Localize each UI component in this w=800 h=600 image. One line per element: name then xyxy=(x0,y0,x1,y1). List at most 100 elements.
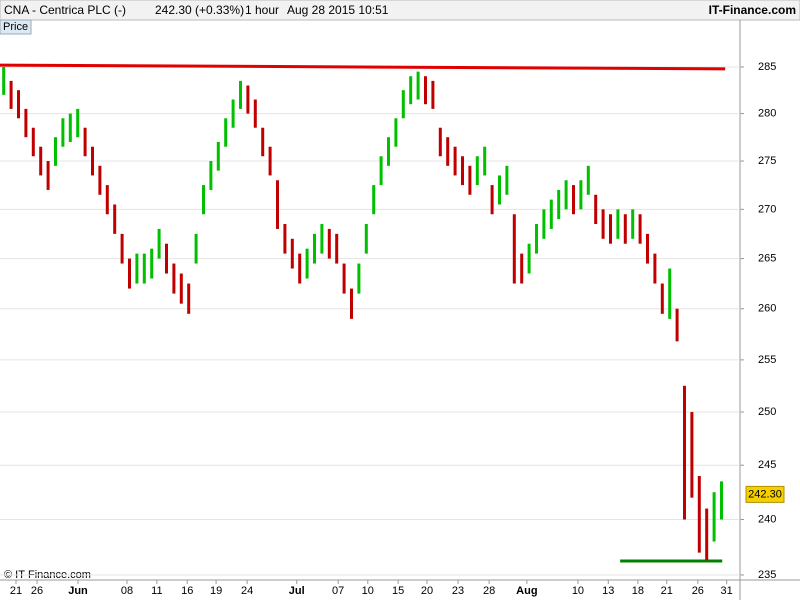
price-bar xyxy=(142,253,146,284)
price-bar xyxy=(424,76,427,105)
price-bar xyxy=(224,118,228,147)
price-bar xyxy=(179,273,183,304)
y-tick-label: 235 xyxy=(758,569,776,581)
y-tick-label: 265 xyxy=(758,252,776,264)
price-bar xyxy=(105,185,109,215)
price-bar xyxy=(416,71,420,100)
price-bar xyxy=(194,233,198,264)
x-tick-label: 28 xyxy=(483,585,495,597)
y-tick-label: 275 xyxy=(758,155,776,167)
price-bar xyxy=(483,146,487,176)
price-bar xyxy=(712,492,716,542)
x-tick-label: 20 xyxy=(421,585,433,597)
price-bar xyxy=(239,80,242,109)
y-tick-label: 260 xyxy=(758,303,776,315)
x-tick-label: 23 xyxy=(452,585,464,597)
price-bar xyxy=(512,214,516,284)
price-bar xyxy=(623,214,627,244)
price-bar xyxy=(631,209,635,239)
price-bar xyxy=(579,180,583,210)
price-bar xyxy=(535,224,538,254)
price-bar xyxy=(246,85,250,114)
price-bar xyxy=(705,508,709,561)
price-bar xyxy=(24,108,28,138)
price-bar xyxy=(327,228,331,259)
price-bar xyxy=(594,194,598,225)
price-bar xyxy=(409,76,413,105)
x-tick-label: Jul xyxy=(289,585,305,597)
price-bar xyxy=(446,137,450,166)
price-bar xyxy=(231,99,235,128)
y-tick-label: 285 xyxy=(758,61,776,73)
y-tick-label: 270 xyxy=(758,203,776,215)
last-price-label: 242.30 xyxy=(748,488,782,500)
price-bar xyxy=(313,233,316,264)
price-bar xyxy=(39,146,43,176)
price-bar xyxy=(379,156,383,186)
price-bar xyxy=(601,209,605,239)
x-tick-label: 18 xyxy=(632,585,644,597)
price-bar xyxy=(572,185,575,215)
price-bar xyxy=(120,233,124,264)
y-tick-label: 280 xyxy=(758,107,776,119)
price-bar xyxy=(357,263,361,294)
price-bar xyxy=(638,214,642,244)
x-tick-label: 19 xyxy=(210,585,222,597)
price-bar xyxy=(690,412,694,498)
x-tick-label: 21 xyxy=(661,585,673,597)
price-bar xyxy=(83,127,87,157)
price-bar xyxy=(202,185,205,215)
x-tick-label: 21 xyxy=(10,585,22,597)
x-tick-label: 15 xyxy=(392,585,404,597)
datetime: Aug 28 2015 10:51 xyxy=(287,3,389,17)
price-bar xyxy=(557,189,561,220)
price-bar xyxy=(431,80,435,109)
x-tick-label: Jun xyxy=(68,585,88,597)
price-bar xyxy=(438,127,442,157)
price-bar xyxy=(135,253,139,284)
price-bar xyxy=(697,475,701,553)
price-bar xyxy=(305,248,309,279)
panel-label-box xyxy=(0,19,32,35)
price-bar xyxy=(128,258,131,289)
price-bar xyxy=(76,108,80,138)
price-bar xyxy=(490,185,494,215)
price-bar xyxy=(2,66,6,95)
x-tick-label: 26 xyxy=(31,585,43,597)
panel-label: Price xyxy=(3,21,28,33)
price-bar xyxy=(113,204,117,234)
x-tick-label: 07 xyxy=(332,585,344,597)
price-bar xyxy=(498,175,501,205)
price-bar xyxy=(372,185,376,215)
price-bar xyxy=(209,161,213,190)
header-bar xyxy=(0,0,800,21)
x-tick-label: Aug xyxy=(516,585,537,597)
price-bar xyxy=(683,385,686,520)
price-bar xyxy=(165,243,168,274)
price-bar xyxy=(505,165,509,195)
price-bar xyxy=(61,118,65,147)
price-bar xyxy=(394,118,398,147)
price-bar xyxy=(660,283,664,314)
price-bar xyxy=(453,146,457,176)
price-bar xyxy=(9,80,13,109)
price-bar xyxy=(542,209,546,239)
price-bar xyxy=(401,90,405,119)
price-bar xyxy=(268,146,272,176)
price-bar xyxy=(253,99,257,128)
price-bar xyxy=(527,243,531,274)
price-bar xyxy=(549,199,553,229)
price-bar xyxy=(335,233,339,264)
brand: IT-Finance.com xyxy=(709,3,796,17)
price-bar xyxy=(586,165,590,195)
x-tick-label: 16 xyxy=(181,585,193,597)
price-bar xyxy=(350,288,353,319)
price-bar xyxy=(216,141,220,171)
price-bar xyxy=(54,137,57,166)
price-bar xyxy=(46,161,50,190)
price-bar xyxy=(261,127,265,157)
y-tick-label: 245 xyxy=(758,459,776,471)
price-bar xyxy=(172,263,176,294)
price-bar xyxy=(98,165,102,195)
